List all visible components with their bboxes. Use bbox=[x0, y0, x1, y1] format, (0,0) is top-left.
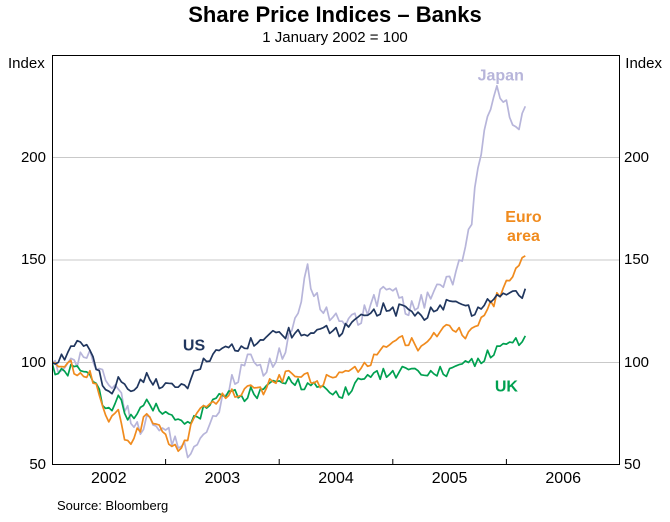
y-tick-label-right: 50 bbox=[624, 456, 641, 473]
x-axis-label: 2006 bbox=[545, 470, 581, 487]
x-axis-label: 2003 bbox=[204, 470, 241, 487]
x-axis-label: 2002 bbox=[91, 470, 127, 487]
series-line-us bbox=[52, 288, 527, 395]
y-tick-label-left: 50 bbox=[29, 456, 46, 473]
series-label-uk: UK bbox=[494, 378, 518, 396]
x-axis-label: 2004 bbox=[318, 470, 354, 487]
x-axis-label: 2005 bbox=[431, 470, 468, 487]
chart-canvas bbox=[52, 55, 620, 465]
series-label-us: US bbox=[182, 337, 206, 355]
y-tick-label-left: 200 bbox=[20, 148, 46, 166]
series-line-japan bbox=[52, 84, 527, 459]
series-line-euro-area bbox=[52, 255, 526, 453]
series-label-euro-area: Euro area bbox=[505, 209, 542, 246]
series-label-japan: Japan bbox=[477, 67, 524, 84]
y-tick-label-left: 100 bbox=[20, 353, 46, 371]
y-tick-label-right: 100 bbox=[624, 353, 650, 371]
plot-frame bbox=[52, 55, 620, 465]
chart-subtitle: 1 January 2002 = 100 bbox=[262, 29, 408, 46]
y-axis-unit-left: Index bbox=[8, 55, 45, 72]
y-axis-unit-right: Index bbox=[625, 55, 662, 72]
source-note: Source: Bloomberg bbox=[57, 498, 169, 513]
series-line-uk bbox=[52, 335, 527, 425]
y-tick-label-right: 150 bbox=[624, 251, 650, 268]
y-tick-label-right: 200 bbox=[624, 148, 650, 166]
chart-title: Share Price Indices – Banks bbox=[188, 2, 482, 27]
plot-area bbox=[52, 55, 620, 465]
y-tick-label-left: 150 bbox=[20, 251, 46, 268]
